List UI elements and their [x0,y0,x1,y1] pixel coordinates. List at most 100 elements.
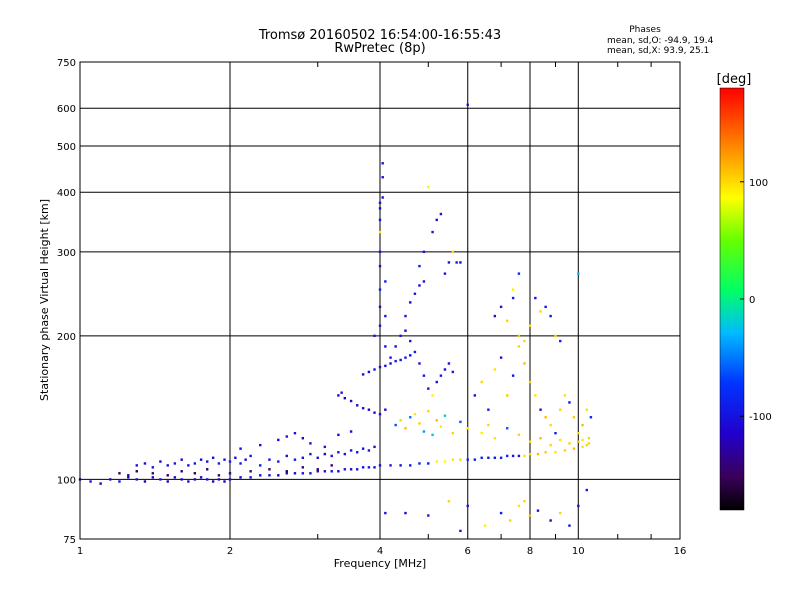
data-point [373,411,376,414]
data-point [413,412,417,416]
data-point [384,280,387,283]
data-point [399,358,402,362]
data-point [466,427,469,430]
data-point [534,296,537,300]
data-point [559,408,562,411]
data-point [404,356,407,359]
data-point [517,433,521,437]
colorbar-tick-label: 0 [749,295,755,306]
data-point [528,514,532,517]
data-point [431,394,434,397]
data-point [228,472,232,475]
data-point [249,476,252,479]
data-point [459,261,462,264]
data-point [528,380,532,384]
grid-layer [80,62,680,539]
data-point [499,305,503,309]
data-point [389,464,392,467]
data-point [389,362,392,365]
data-point [135,470,138,473]
data-point [135,478,138,481]
data-point [343,452,347,456]
data-point [572,447,576,450]
data-point [239,476,242,479]
data-point [409,301,412,304]
data-point [422,374,426,377]
data-point [427,387,430,390]
data-point [378,464,382,467]
data-point [301,437,305,440]
data-point [384,364,387,368]
data-point [528,452,532,456]
data-point [285,470,288,473]
data-point [427,185,430,189]
data-point [343,468,347,471]
data-point [404,329,407,332]
data-point [451,370,455,374]
data-point [323,470,327,473]
data-point [577,440,580,443]
data-point [293,472,297,475]
data-point [517,454,521,458]
data-point [367,449,371,452]
data-point [577,431,580,435]
data-point [435,419,438,422]
data-point [451,458,455,461]
colorbar-tick-label: -100 [749,412,772,423]
data-point [523,454,526,458]
data-point [293,431,297,435]
data-point [228,478,232,481]
data-point [559,339,562,343]
data-point [337,433,340,437]
data-point [480,380,483,384]
data-point [413,350,417,354]
data-point [361,373,365,376]
data-point [159,478,162,481]
data-point [301,466,305,469]
y-tick-label: 400 [57,188,76,199]
data-point [539,437,542,440]
data-point [459,458,462,461]
data-point [166,480,169,483]
data-point [378,218,382,222]
data-point [422,250,426,254]
data-point [528,324,532,327]
data-point [381,176,384,179]
data-point [418,462,421,465]
data-point [523,500,526,503]
data-point [316,456,319,459]
data-point [544,451,547,454]
data-point [499,456,503,459]
data-point [493,368,497,371]
data-point [451,431,455,435]
data-point [239,462,242,465]
data-point [399,419,402,422]
data-point [493,437,497,440]
data-point [568,401,571,404]
data-point [173,462,177,465]
data-point [378,207,382,210]
data-point [378,365,382,369]
data-point [493,456,497,459]
data-point [259,443,262,447]
data-point [205,478,209,481]
data-point [418,284,421,287]
data-point [378,288,382,291]
y-tick-label: 750 [57,58,76,69]
data-point [511,288,515,291]
data-point [554,451,557,454]
data-point [166,474,169,477]
y-tick-label: 300 [57,248,76,259]
data-point [259,464,262,467]
data-point [511,454,515,458]
data-point [316,468,319,471]
data-point [373,368,376,371]
data-point [378,230,382,234]
data-point [323,445,327,449]
data-point [159,460,162,463]
data-point [418,264,421,268]
data-point [118,472,121,475]
data-point [447,261,451,264]
data-point [447,500,451,503]
